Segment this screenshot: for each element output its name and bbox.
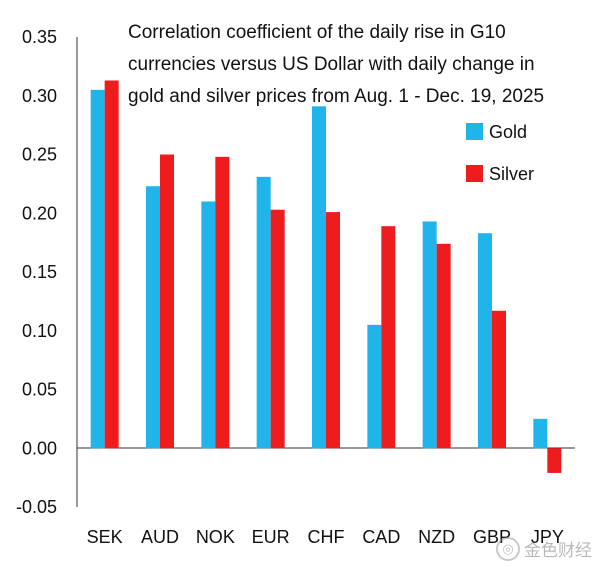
bar-gold-nok: [201, 201, 216, 449]
bar-silver-jpy: [547, 448, 562, 473]
y-tick-labels: 0.35 0.30 0.25 0.20 0.15 0.10 0.05 0.00 -0.05: [16, 27, 57, 517]
y-tick-label: 0.30: [22, 86, 57, 106]
bar-silver-nok: [215, 156, 230, 449]
bar-silver-aud: [160, 154, 174, 449]
y-tick-label: 0.35: [22, 27, 57, 47]
bar-silver-nzd: [436, 243, 451, 449]
y-tick-label: 0.10: [22, 321, 57, 341]
x-category-label: NOK: [196, 527, 235, 547]
chart-title-line-2: currencies versus US Dollar with daily c…: [128, 54, 535, 75]
bar-gold-jpy: [533, 418, 548, 449]
x-category-label: JPY: [531, 527, 564, 547]
bar-gold-sek: [90, 89, 105, 449]
bar-silver-cad: [381, 226, 396, 449]
y-tick-label: 0.05: [22, 380, 57, 400]
chart-title: Correlation coefficient of the daily ris…: [128, 22, 544, 107]
x-category-label: CAD: [362, 527, 400, 547]
x-category-label: EUR: [252, 527, 290, 547]
bar-gold-gbp: [478, 233, 492, 449]
bar-gold-eur: [256, 176, 271, 449]
x-category-label: NZD: [418, 527, 455, 547]
watermark: ◎ 金色财经: [496, 536, 592, 561]
bar-gold-chf: [312, 106, 326, 449]
chart-title-line-3: gold and silver prices from Aug. 1 - Dec…: [128, 86, 544, 107]
legend-swatch-gold: [466, 123, 483, 140]
y-tick-label: 0.25: [22, 145, 57, 165]
y-tick-label: 0.00: [22, 438, 57, 458]
x-category-label: SEK: [87, 527, 123, 547]
coin-logo-icon: ◎: [496, 536, 520, 561]
y-tick-label: -0.05: [16, 497, 57, 517]
y-tick-label: 0.20: [22, 203, 57, 223]
y-tick-label: 0.15: [22, 262, 57, 282]
bar-gold-nzd: [422, 221, 437, 449]
bar-silver-eur: [270, 209, 285, 449]
legend-label-silver: Silver: [489, 164, 534, 184]
bar-silver-gbp: [492, 310, 506, 449]
chart-title-line-1: Correlation coefficient of the daily ris…: [128, 22, 506, 43]
bar-silver-chf: [326, 212, 340, 449]
bar-gold-cad: [367, 324, 382, 449]
bar-gold-aud: [146, 186, 160, 449]
x-category-label: CHF: [308, 527, 345, 547]
x-category-label: AUD: [141, 527, 179, 547]
legend-label-gold: Gold: [489, 122, 527, 142]
watermark-text: 金色财经: [524, 541, 592, 561]
legend-swatch-silver: [466, 165, 483, 182]
x-category-labels: SEK AUD NOK EUR CHF CAD NZD GBP JPY: [87, 527, 564, 547]
bars: [90, 80, 562, 473]
bar-silver-sek: [104, 80, 119, 449]
legend: Gold Silver: [466, 122, 534, 184]
